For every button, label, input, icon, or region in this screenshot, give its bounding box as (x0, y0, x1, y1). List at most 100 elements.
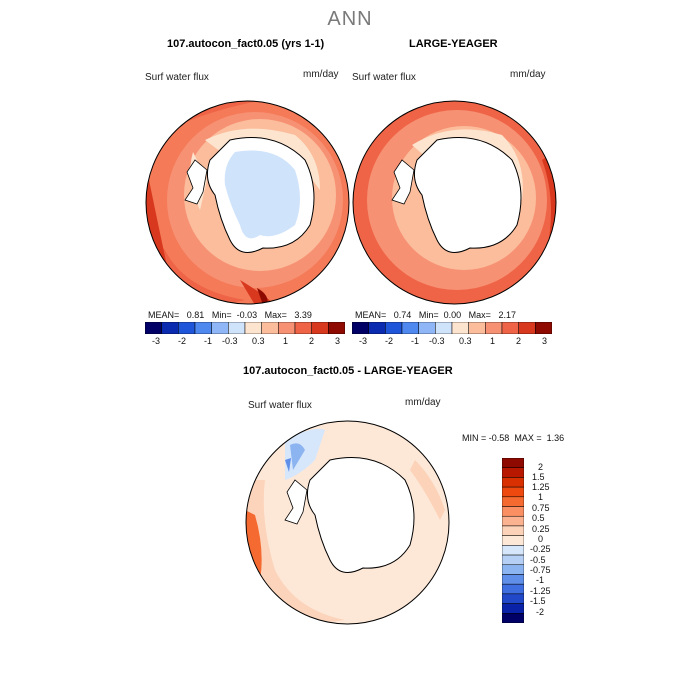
colorbar-model (145, 322, 345, 334)
min-label: MIN = (462, 433, 487, 443)
colorbar-swatch (451, 322, 469, 334)
tick: -3 (152, 336, 161, 346)
max-value: 2.17 (498, 310, 516, 320)
tick: 0.75 (532, 503, 550, 513)
tick: 0.3 (459, 336, 472, 346)
colorbar-swatch (228, 322, 246, 334)
tick: -2 (536, 607, 545, 617)
tick: -0.75 (530, 565, 551, 575)
min-value: -0.03 (236, 310, 258, 320)
tick: -1 (204, 336, 213, 346)
minmax-diff: MIN = -0.58 MAX = 1.36 (462, 433, 564, 443)
tick: -0.3 (429, 336, 445, 346)
tick: 1 (538, 492, 544, 502)
tick: -1 (536, 575, 545, 585)
tick: -1 (411, 336, 420, 346)
figure-title: ANN (327, 8, 373, 30)
colorbar-swatch (311, 322, 329, 334)
polar-map-obs (352, 100, 557, 305)
colorbar-swatch (502, 467, 524, 478)
tick: 2 (538, 462, 544, 472)
colorbar-swatch (502, 496, 524, 507)
max-value: 3.39 (294, 310, 312, 320)
variable-label-obs: Surf water flux (352, 72, 416, 83)
tick: -2 (385, 336, 394, 346)
colorbar-swatch (435, 322, 453, 334)
variable-label-model: Surf water flux (145, 72, 209, 83)
colorbar-swatch (502, 574, 524, 585)
colorbar-swatch (161, 322, 179, 334)
min-label: Min= (211, 310, 232, 320)
colorbar-swatch (261, 322, 279, 334)
colorbar-swatch (418, 322, 436, 334)
tick: 0.3 (252, 336, 265, 346)
colorbar-swatch (468, 322, 486, 334)
difference-title: 107.autocon_fact0.05 - LARGE-YEAGER (243, 365, 453, 377)
tick: 0.25 (532, 524, 550, 534)
colorbar-swatch (401, 322, 419, 334)
units-label-obs: mm/day (510, 69, 546, 80)
units-label-model: mm/day (303, 69, 339, 80)
colorbar-swatch (502, 593, 524, 604)
max-label: Max= (468, 310, 491, 320)
max-label: MAX = (514, 433, 542, 443)
tick: 3 (542, 336, 548, 346)
colorbar-swatch (385, 322, 403, 334)
tick: 1.25 (532, 482, 550, 492)
colorbar-swatch (502, 515, 524, 527)
max-value: 1.36 (546, 433, 565, 443)
colorbar-swatch (278, 322, 296, 334)
tick: 1 (490, 336, 496, 346)
colorbar-swatch (501, 322, 519, 334)
colorbar-swatch (178, 322, 196, 334)
colorbar-swatch (368, 322, 386, 334)
polar-map-model (145, 100, 350, 305)
colorbar-ticks-diff: 2 1.5 1.25 1 0.75 0.5 0.25 0 -0.25 -0.5 … (528, 458, 588, 628)
colorbar-ticks-model: -3 -2 -1 -0.3 0.3 1 2 3 (145, 336, 345, 348)
colorbar-swatch (502, 477, 524, 488)
colorbar-swatch (502, 554, 524, 566)
mean-label: MEAN= (355, 310, 387, 320)
colorbar-diff (502, 458, 524, 623)
mean-value: 0.74 (393, 310, 412, 320)
tick: 1.5 (532, 472, 545, 482)
panel-title-obs: LARGE-YEAGER (409, 38, 498, 50)
tick: -3 (359, 336, 368, 346)
colorbar-swatch (211, 322, 229, 334)
tick: 3 (335, 336, 341, 346)
tick: -0.5 (530, 555, 546, 565)
colorbar-swatch (502, 583, 524, 595)
max-label: Max= (264, 310, 287, 320)
colorbar-swatch (502, 506, 524, 517)
colorbar-swatch (518, 322, 536, 334)
variable-label-diff: Surf water flux (248, 400, 312, 411)
mean-label: MEAN= (148, 310, 180, 320)
colorbar-obs (352, 322, 552, 334)
tick: 1 (283, 336, 289, 346)
colorbar-swatch (502, 525, 524, 536)
colorbar-swatch (328, 322, 345, 334)
tick: -0.3 (222, 336, 238, 346)
stats-obs: MEAN= 0.74 Min= 0.00 Max= 2.17 (355, 310, 516, 320)
colorbar-swatch (502, 564, 524, 575)
colorbar-swatch (244, 322, 262, 334)
colorbar-swatch (194, 322, 212, 334)
tick: 0 (538, 534, 544, 544)
mean-value: 0.81 (186, 310, 205, 320)
colorbar-swatch (145, 322, 162, 334)
colorbar-swatch (502, 486, 524, 498)
tick: 2 (309, 336, 315, 346)
panel-title-model: 107.autocon_fact0.05 (yrs 1-1) (167, 38, 325, 50)
min-label: Min= (418, 310, 439, 320)
colorbar-swatch (535, 322, 552, 334)
units-label-diff: mm/day (405, 397, 441, 408)
min-value: -0.58 (488, 433, 510, 443)
colorbar-swatch (485, 322, 503, 334)
colorbar-swatch (352, 322, 369, 334)
min-value: 0.00 (443, 310, 462, 320)
polar-map-diff (245, 420, 450, 625)
colorbar-swatch (502, 613, 524, 623)
tick: -0.25 (530, 544, 551, 554)
tick: -1.25 (530, 586, 551, 596)
colorbar-swatch (502, 603, 524, 614)
